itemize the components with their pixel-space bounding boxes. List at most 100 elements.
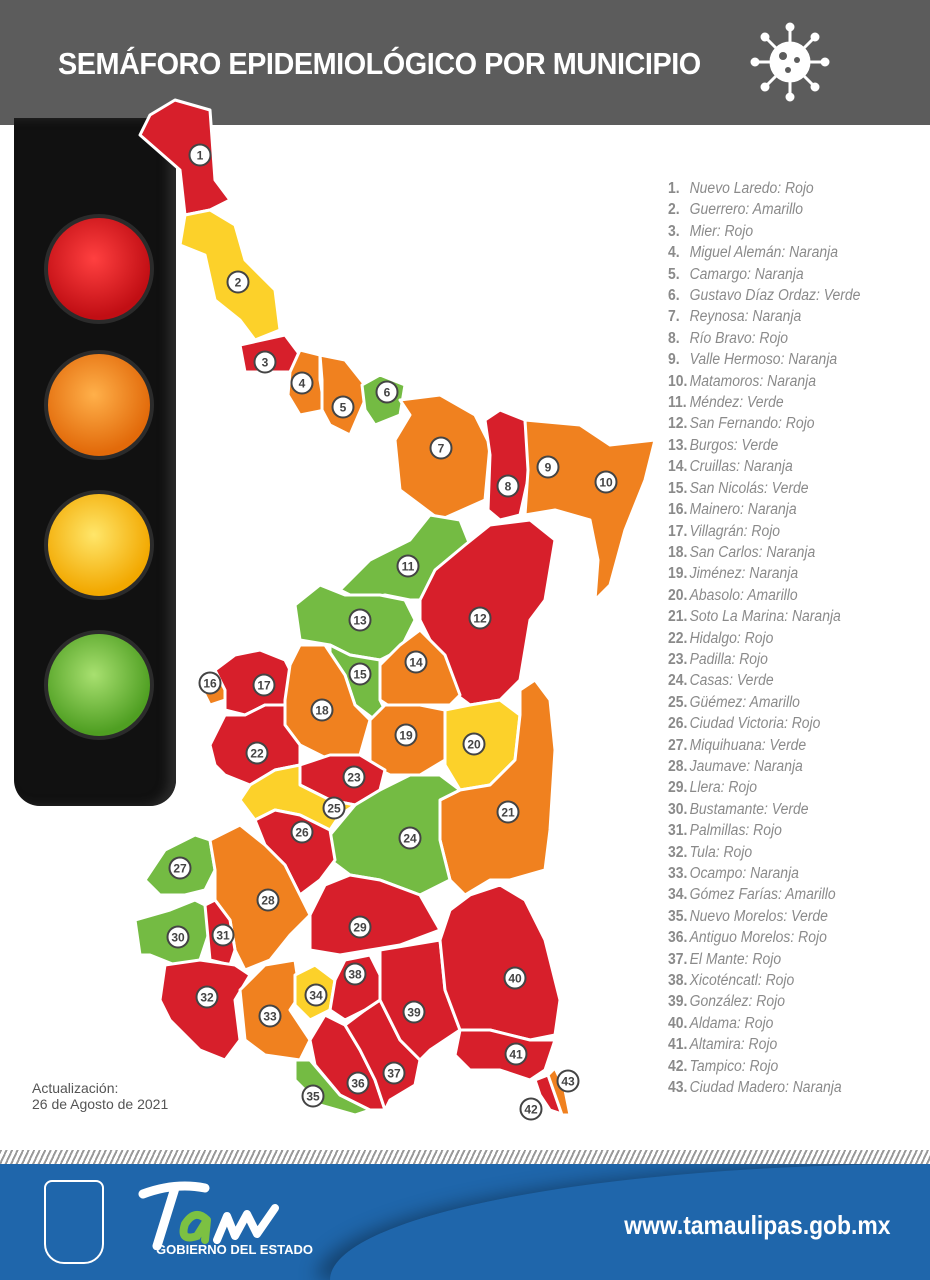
legend-item: 19. Jiménez: Naranja [668,563,860,584]
marker-circle [342,765,366,789]
legend-item: 31. Palmillas: Rojo [668,820,860,841]
legend-label: Miquihuana: Verde [689,736,807,754]
municipality-tula [158,958,252,1062]
municipality-marker: 13 [348,608,372,632]
legend-number: 40. [668,1014,688,1032]
municipality-marker: 2 [226,270,250,294]
legend-item: 39. González: Rojo [668,991,860,1012]
marker-number: 19 [399,729,413,743]
legend-item: 11. Méndez: Verde [668,392,860,413]
legend-label: Nuevo Laredo: Rojo [689,180,814,197]
legend-item: 10. Matamoros: Naranja [668,371,860,392]
legend-item: 26. Ciudad Victoria: Rojo [668,713,860,734]
marker-number: 11 [402,560,415,574]
legend-number: 22. [668,629,688,647]
legend-label: Gómez Farías: Amarillo [689,886,836,904]
legend-number: 7. [668,308,680,326]
municipality-marker: 38 [343,962,367,986]
marker-number: 18 [315,704,329,718]
municipality-nuevo-laredo [138,98,232,217]
marker-circle [226,270,250,294]
legend-item: 8. Río Bravo: Rojo [668,328,860,349]
government-label: GOBIERNO DEL ESTADO [156,1242,313,1257]
municipality-marker: 14 [404,650,428,674]
legend-number: 13. [668,436,688,454]
legend-item: 2. Guerrero: Amarillo [668,199,860,220]
marker-circle [168,856,192,880]
legend-number: 21. [668,608,688,626]
marker-circle [290,371,314,395]
marker-number: 8 [505,480,512,494]
legend-item: 16. Mainero: Naranja [668,499,860,520]
legend-item: 32. Tula: Rojo [668,842,860,863]
legend-number: 27. [668,736,688,754]
legend-number: 8. [668,329,680,347]
municipality-soto-la-marina [438,678,557,897]
legend-item: 34. Gómez Farías: Amarillo [668,884,860,905]
legend-number: 20. [668,586,688,604]
green-lamp [44,630,154,740]
legend-item: 21. Soto La Marina: Naranja [668,606,860,627]
marker-number: 22 [250,747,264,761]
marker-number: 32 [200,991,214,1005]
marker-number: 28 [261,894,275,908]
legend-label: Guerrero: Amarillo [689,201,804,219]
website-link[interactable]: www.tamaulipas.gob.mx [623,1210,890,1240]
municipality-marker: 12 [468,606,492,630]
legend-item: 23. Padilla: Rojo [668,649,860,670]
legend-label: Matamoros: Naranja [689,372,816,390]
legend-number: 4. [668,244,680,262]
marker-circle [304,983,328,1007]
marker-number: 17 [257,679,271,693]
marker-number: 30 [171,931,185,945]
tam-logo [138,1181,279,1250]
legend-item: 43. Ciudad Madero: Naranja [668,1077,860,1098]
legend-item: 35. Nuevo Morelos: Verde [668,906,860,927]
municipality-marker: 22 [245,741,269,765]
marker-circle [402,1000,426,1024]
divider-stripe [0,1150,930,1164]
municipality-marker: 4 [290,371,314,395]
legend-number: 31. [668,822,688,840]
marker-circle [496,800,520,824]
legend-item: 38. Xicoténcatl: Rojo [668,970,860,991]
municipality-marker: 28 [256,888,280,912]
marker-number: 9 [545,461,552,475]
marker-circle [536,455,560,479]
marker-number: 25 [327,802,341,816]
legend-label: Llera: Rojo [689,779,758,797]
marker-circle [394,723,418,747]
legend-label: Nuevo Morelos: Verde [689,907,828,925]
municipality-marker: 6 [375,380,399,404]
legend-item: 22. Hidalgo: Rojo [668,628,860,649]
legend-item: 29. Llera: Rojo [668,777,860,798]
municipality-marker: 7 [429,436,453,460]
legend-label: Padilla: Rojo [689,650,768,668]
legend-label: Güémez: Amarillo [689,693,800,711]
marker-number: 4 [299,377,306,391]
legend-number: 10. [668,372,688,390]
legend-label: Aldama: Rojo [689,1014,774,1032]
red-lamp [44,214,154,324]
municipality-marker: 36 [346,1071,370,1095]
marker-number: 1 [197,149,204,163]
coat-of-arms-icon [44,1180,104,1264]
marker-circle [301,1084,325,1108]
marker-circle [556,1069,580,1093]
legend-label: San Carlos: Naranja [689,543,816,561]
legend-label: Bustamante: Verde [689,800,809,818]
legend-number: 24. [668,672,688,690]
marker-number: 3 [262,356,269,370]
legend-label: Altamira: Rojo [689,1036,778,1054]
legend-number: 25. [668,693,688,711]
marker-circle [198,671,222,695]
footer: GOBIERNO DEL ESTADO www.tamaulipas.gob.m… [0,1164,930,1280]
marker-circle [348,915,372,939]
legend-label: El Mante: Rojo [689,950,782,968]
legend-item: 13. Burgos: Verde [668,435,860,456]
legend-number: 39. [668,993,688,1011]
marker-circle [211,923,235,947]
marker-circle [322,796,346,820]
municipality-marker: 32 [195,985,219,1009]
legend-item: 5. Camargo: Naranja [668,264,860,285]
